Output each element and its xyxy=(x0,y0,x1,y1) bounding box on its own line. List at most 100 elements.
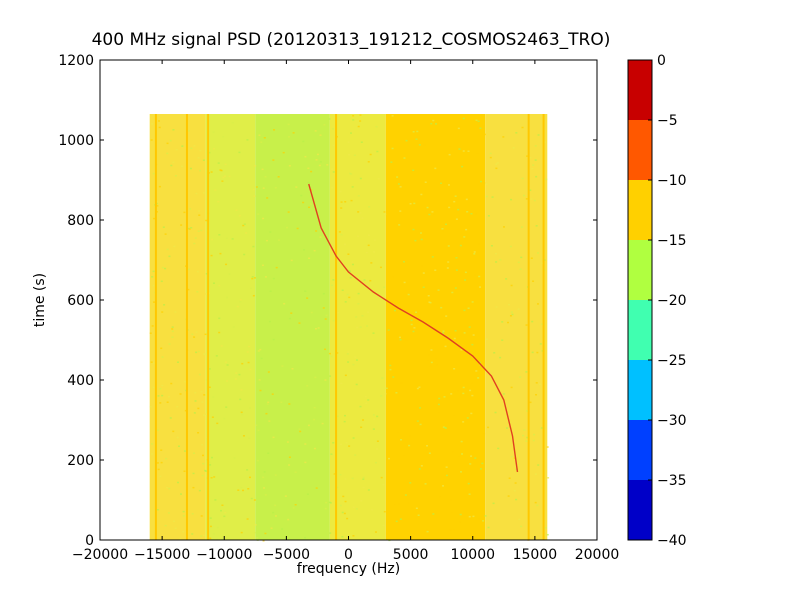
heatmap-speckle xyxy=(496,162,499,164)
heatmap-speckle xyxy=(183,381,186,383)
x-tick-label: −15000 xyxy=(134,547,190,563)
heatmap-speckle xyxy=(460,348,463,351)
heatmap-speckle xyxy=(353,154,356,157)
heatmap-speckle xyxy=(514,482,517,484)
heatmap-speckle xyxy=(250,497,253,500)
heatmap-speckle xyxy=(204,353,207,356)
heatmap-speckle xyxy=(307,181,310,184)
heatmap-speckle xyxy=(507,495,510,497)
heatmap-speckle xyxy=(470,213,473,215)
heatmap-speckle xyxy=(471,301,474,303)
heatmap-speckle xyxy=(159,387,162,390)
heatmap-speckle xyxy=(213,147,216,150)
heatmap-speckle xyxy=(231,238,234,240)
heatmap-speckle xyxy=(212,282,215,284)
heatmap-speckle xyxy=(310,311,313,314)
heatmap-speckle xyxy=(253,195,256,197)
heatmap-speckle xyxy=(255,186,258,188)
heatmap-speckle xyxy=(393,309,396,312)
heatmap-speckle xyxy=(291,367,294,370)
heatmap-speckle xyxy=(429,365,432,367)
heatmap-speckle xyxy=(203,353,206,355)
heatmap-speckle xyxy=(341,511,344,514)
heatmap-speckle xyxy=(428,213,431,216)
heatmap-speckle xyxy=(260,141,263,143)
heatmap-speckle xyxy=(156,462,159,464)
heatmap-speckle xyxy=(182,510,185,513)
colorbar-segment xyxy=(628,240,652,300)
heatmap-speckle xyxy=(200,515,203,517)
heatmap-speckle xyxy=(438,397,441,400)
heatmap-speckle xyxy=(287,136,290,138)
heatmap-speckle xyxy=(226,380,229,382)
heatmap-speckle xyxy=(150,361,153,363)
heatmap-speckle xyxy=(445,474,448,477)
heatmap-speckle xyxy=(487,526,490,529)
heatmap-speckle xyxy=(365,251,368,254)
heatmap-speckle xyxy=(448,153,451,156)
heatmap-speckle xyxy=(341,289,344,292)
heatmap-speckle xyxy=(450,499,453,501)
heatmap-speckle xyxy=(350,173,353,175)
heatmap-speckle xyxy=(238,151,241,154)
heatmap-speckle xyxy=(508,303,511,306)
heatmap-speckle xyxy=(474,457,477,459)
heatmap-speckle xyxy=(501,321,504,323)
x-tick-label: −10000 xyxy=(196,547,252,563)
heatmap-speckle xyxy=(409,202,412,205)
heatmap-speckle xyxy=(384,213,387,216)
heatmap-speckle xyxy=(322,292,325,295)
heatmap-speckle xyxy=(191,513,194,515)
heatmap-speckle xyxy=(372,332,375,334)
heatmap-speckle xyxy=(195,331,198,333)
heatmap-speckle xyxy=(263,487,266,489)
heatmap-speckle xyxy=(295,186,298,188)
heatmap-speckle xyxy=(470,382,473,384)
heatmap-speckle xyxy=(392,376,395,378)
heatmap-speckle xyxy=(357,211,360,213)
heatmap-speckle xyxy=(160,461,163,464)
heatmap-speckle xyxy=(403,454,406,457)
heatmap-speckle xyxy=(240,411,243,414)
heatmap-speckle xyxy=(345,442,348,444)
heatmap-speckle xyxy=(460,471,463,473)
heatmap-speckle xyxy=(513,457,516,459)
heatmap-speckle xyxy=(351,261,354,263)
heatmap-speckle xyxy=(156,205,159,207)
heatmap-speckle xyxy=(502,226,505,228)
heatmap-speckle xyxy=(367,234,370,236)
colorbar-segment xyxy=(628,300,652,360)
heatmap-speckle xyxy=(467,150,470,152)
heatmap-speckle xyxy=(259,389,262,392)
heatmap-speckle xyxy=(328,352,331,355)
heatmap-speckle xyxy=(315,159,318,161)
heatmap-speckle xyxy=(534,145,537,147)
heatmap-speckle xyxy=(160,280,163,283)
heatmap-speckle xyxy=(376,440,379,442)
heatmap-speckle xyxy=(422,272,425,274)
colorbar-segment xyxy=(628,360,652,420)
heatmap-speckle xyxy=(520,256,523,259)
heatmap-speckle xyxy=(420,193,423,196)
heatmap-speckle xyxy=(379,266,382,269)
heatmap-speckle xyxy=(330,453,333,455)
heatmap-speckle xyxy=(356,235,359,237)
heatmap-speckle xyxy=(204,333,207,336)
heatmap-speckle xyxy=(223,417,226,420)
heatmap-speckle xyxy=(355,383,358,386)
heatmap-speckle xyxy=(460,440,463,443)
heatmap-speckle xyxy=(458,125,461,128)
heatmap-speckle xyxy=(321,422,324,425)
heatmap-speckle xyxy=(517,308,520,310)
heatmap-speckle xyxy=(245,232,248,234)
heatmap-speckle xyxy=(249,476,252,479)
heatmap-speckle xyxy=(167,512,170,514)
heatmap-speckle xyxy=(171,326,174,328)
heatmap-speckle xyxy=(174,175,177,177)
heatmap-speckle xyxy=(262,187,265,189)
heatmap-speckle xyxy=(255,424,258,426)
heatmap-speckle xyxy=(376,150,379,153)
heatmap-speckle xyxy=(512,147,515,149)
heatmap-speckle xyxy=(173,245,176,248)
colorbar-segment xyxy=(628,180,652,240)
